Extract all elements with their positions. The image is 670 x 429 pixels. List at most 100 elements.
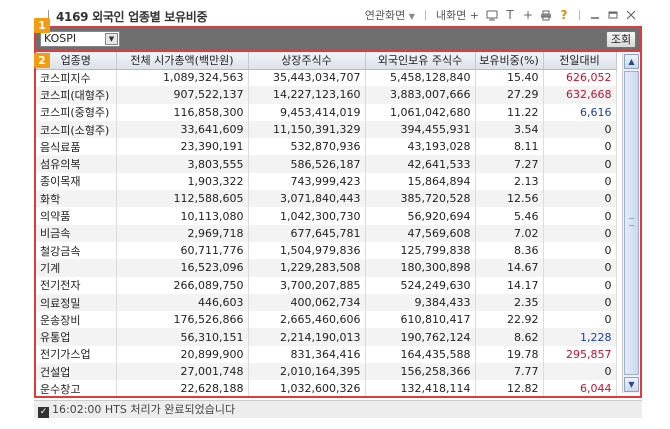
window-title: 4169 외국인 업종별 보유비중	[56, 10, 208, 24]
table-row[interactable]: 운송장비 176,526,866 2,665,460,606 610,810,417 2…	[36, 311, 617, 329]
my-screens-menu[interactable]: 내화면 +	[432, 7, 483, 23]
value-cell: 164,435,588	[365, 345, 476, 364]
value-cell: 0	[543, 172, 617, 191]
table-body: 코스피지수 1,089,324,563 35,443,034,707 5,458,12…	[36, 69, 617, 396]
sector-name-cell: 코스피지수	[36, 69, 117, 87]
value-cell: 42,641,533	[365, 155, 476, 173]
value-cell: 14.67	[475, 259, 544, 277]
value-cell: 385,720,528	[365, 190, 476, 208]
query-toolbar: KOSPI ▼ 조회	[34, 26, 642, 52]
query-button[interactable]: 조회	[606, 31, 636, 48]
value-cell: 1,229,283,508	[248, 259, 366, 277]
column-header[interactable]: 전체 시가총액(백만원)	[116, 52, 249, 70]
value-cell: 3,700,207,885	[248, 276, 366, 294]
value-cell: 2,214,190,013	[248, 328, 366, 346]
table-row[interactable]: 전기가스업 20,899,900 831,364,416 164,435,588 19.…	[36, 345, 617, 364]
scroll-up-icon[interactable]: ▲	[624, 54, 639, 69]
value-cell: 15.40	[475, 69, 544, 87]
status-text: 16:02:00 HTS 처리가 완료되었습니다	[52, 403, 236, 416]
table-row[interactable]: 의료정밀 446,603 400,062,734 9,384,433 2.35 0	[36, 293, 617, 312]
help-icon[interactable]: ?	[560, 8, 568, 22]
checkbox-icon[interactable]: ✓	[38, 407, 49, 418]
value-cell: 156,258,366	[365, 363, 476, 381]
value-cell: 14.17	[475, 276, 544, 294]
value-cell: 9,453,414,019	[248, 103, 366, 121]
value-cell: 22,628,188	[116, 380, 249, 396]
value-cell: 22.92	[475, 311, 544, 329]
link-window-icon[interactable]	[485, 8, 499, 22]
column-header[interactable]: 전일대비	[543, 52, 617, 70]
pin-plus-icon[interactable]: +	[522, 8, 534, 22]
table-row[interactable]: 건설업 27,001,748 2,010,164,395 156,258,366 7.7…	[36, 363, 617, 381]
value-cell: 8.62	[475, 328, 544, 346]
sector-name-cell: 종이목재	[36, 172, 117, 191]
value-cell: 14,227,123,160	[248, 86, 366, 104]
table-row[interactable]: 기계 16,523,096 1,229,283,508 180,300,898 14.6…	[36, 259, 617, 277]
close-icon[interactable]	[624, 8, 638, 22]
table-row[interactable]: 비금속 2,969,718 677,645,781 47,569,608 7.02 0	[36, 224, 617, 242]
value-cell: 0	[543, 363, 617, 381]
value-cell: 6,616	[543, 103, 617, 121]
value-cell: 0	[543, 190, 617, 208]
sector-name-cell: 화학	[36, 190, 117, 208]
value-cell: 10,113,080	[116, 207, 249, 225]
column-header[interactable]: 보유비중(%)	[475, 52, 544, 70]
table-row[interactable]: 화학 112,588,605 3,071,840,443 385,720,528 12.…	[36, 190, 617, 208]
value-cell: 400,062,734	[248, 293, 366, 312]
table-row[interactable]: 음식료품 23,390,191 532,870,936 43,193,028 8.11 0	[36, 138, 617, 156]
value-cell: 56,920,694	[365, 207, 476, 225]
value-cell: 3.54	[475, 120, 544, 139]
table-row[interactable]: 코스피(중형주) 116,858,300 9,453,414,019 1,061,04…	[36, 103, 617, 121]
table-row[interactable]: 코스피지수 1,089,324,563 35,443,034,707 5,458,12…	[36, 69, 617, 87]
column-header[interactable]: 상장주식수	[248, 52, 366, 70]
value-cell: 16,523,096	[116, 259, 249, 277]
value-cell: 532,870,936	[248, 138, 366, 156]
value-cell: 12.82	[475, 380, 544, 396]
font-size-icon[interactable]: T	[506, 8, 514, 22]
scroll-thumb[interactable]	[624, 71, 639, 375]
table-header-row: 업종명 전체 시가총액(백만원) 상장주식수 외국인보유 주식수 보유비중(%) 전일대비	[36, 52, 617, 70]
print-icon[interactable]	[539, 8, 553, 22]
value-cell: 632,668	[543, 86, 617, 104]
value-cell: 2.35	[475, 293, 544, 312]
vertical-scrollbar[interactable]: ▲ ▼	[622, 53, 639, 393]
market-select-value: KOSPI	[44, 32, 77, 45]
value-cell: 7.27	[475, 155, 544, 173]
table-row[interactable]: 종이목재 1,903,322 743,999,423 15,864,894 2.13 0	[36, 172, 617, 191]
column-header[interactable]: 외국인보유 주식수	[365, 52, 476, 70]
value-cell: 2,010,164,395	[248, 363, 366, 381]
maximize-icon[interactable]	[606, 8, 620, 22]
scroll-down-icon[interactable]: ▼	[624, 377, 639, 392]
value-cell: 8.11	[475, 138, 544, 156]
value-cell: 1,061,042,680	[365, 103, 476, 121]
table-row[interactable]: 코스피(소형주) 33,641,609 11,150,391,329 394,455,…	[36, 120, 617, 139]
table-row[interactable]: 전기전자 266,089,750 3,700,207,885 524,249,630 1…	[36, 276, 617, 294]
column-header[interactable]: 업종명	[36, 52, 117, 70]
sector-name-cell: 코스피(소형주)	[36, 120, 117, 139]
market-select[interactable]: KOSPI ▼	[40, 31, 120, 47]
value-cell: 35,443,034,707	[248, 69, 366, 87]
value-cell: 176,526,866	[116, 311, 249, 329]
sector-name-cell: 전기가스업	[36, 345, 117, 364]
value-cell: 266,089,750	[116, 276, 249, 294]
table-row[interactable]: 운수창고 22,628,188 1,032,600,326 132,418,114 12…	[36, 380, 617, 396]
value-cell: 20,899,900	[116, 345, 249, 364]
value-cell: 27.29	[475, 86, 544, 104]
related-screens-menu[interactable]: 연관화면 ▼	[361, 7, 419, 23]
sector-holdings-table: 업종명 전체 시가총액(백만원) 상장주식수 외국인보유 주식수 보유비중(%) 전일대비…	[36, 52, 617, 396]
value-cell: 0	[543, 293, 617, 312]
table-row[interactable]: 코스피(대형주) 907,522,137 14,227,123,160 3,883,0…	[36, 86, 617, 104]
value-cell: 610,810,417	[365, 311, 476, 329]
value-cell: 27,001,748	[116, 363, 249, 381]
value-cell: 12.56	[475, 190, 544, 208]
chevron-down-icon[interactable]: ▼	[105, 33, 118, 45]
table-row[interactable]: 섬유의복 3,803,555 586,526,187 42,641,533 7.27 0	[36, 155, 617, 173]
table-row[interactable]: 철강금속 60,711,776 1,504,979,836 125,799,838 8.…	[36, 241, 617, 260]
table-row[interactable]: 유통업 56,310,151 2,214,190,013 190,762,124 8.6…	[36, 328, 617, 346]
minimize-icon[interactable]	[588, 8, 602, 22]
sector-name-cell: 비금속	[36, 224, 117, 242]
table-row[interactable]: 의약품 10,113,080 1,042,300,730 56,920,694 5.46…	[36, 207, 617, 225]
value-cell: 0	[543, 120, 617, 139]
value-cell: 3,071,840,443	[248, 190, 366, 208]
value-cell: 11,150,391,329	[248, 120, 366, 139]
